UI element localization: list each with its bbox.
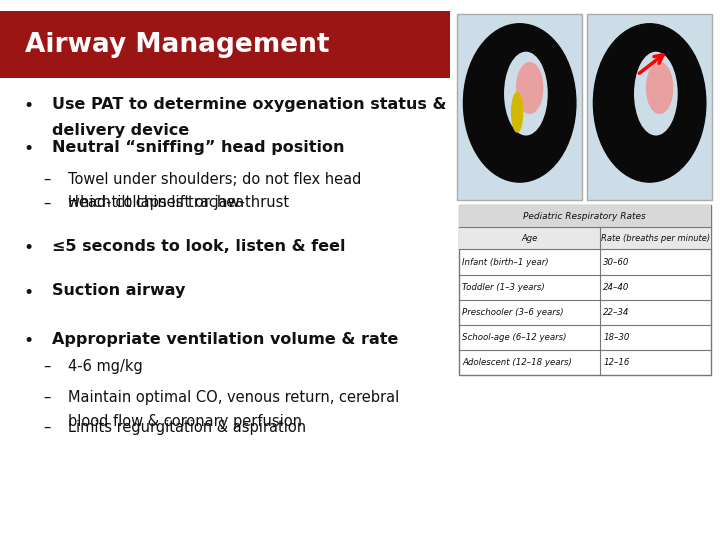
Text: Pediatric Respiratory Rates: Pediatric Respiratory Rates [523,212,646,221]
Text: Appropriate ventilation volume & rate: Appropriate ventilation volume & rate [52,332,398,347]
Text: •: • [23,97,33,115]
Text: –: – [43,172,50,187]
Text: –: – [43,390,50,405]
Text: Suction airway: Suction airway [52,284,185,299]
Text: •: • [23,239,33,256]
Text: Infant (birth–1 year): Infant (birth–1 year) [462,258,549,267]
Text: Age: Age [521,234,537,243]
FancyBboxPatch shape [459,205,711,375]
Ellipse shape [634,52,678,136]
Text: School-age (6–12 years): School-age (6–12 years) [462,333,567,342]
Text: Preschooler (3–6 years): Preschooler (3–6 years) [462,308,564,317]
Text: Toddler (1–3 years): Toddler (1–3 years) [462,282,545,292]
Text: Maintain optimal CO, venous return, cerebral: Maintain optimal CO, venous return, cere… [68,390,400,405]
FancyBboxPatch shape [457,14,582,200]
Text: •: • [23,332,33,350]
Text: –: – [43,359,50,374]
Text: which collapses trachea: which collapses trachea [68,195,245,211]
Text: Rate (breaths per minute): Rate (breaths per minute) [600,234,710,243]
Text: –: – [43,420,50,435]
Ellipse shape [511,92,523,133]
Text: 18–30: 18–30 [603,333,630,342]
Text: Use PAT to determine oxygenation status &: Use PAT to determine oxygenation status … [52,97,446,112]
FancyBboxPatch shape [459,205,711,227]
FancyBboxPatch shape [0,11,450,78]
Text: delivery device: delivery device [52,123,189,138]
Text: Towel under shoulders; do not flex head: Towel under shoulders; do not flex head [68,172,361,187]
Text: –: – [43,195,50,211]
Text: Airway Management: Airway Management [25,31,330,58]
Text: 24–40: 24–40 [603,282,630,292]
Ellipse shape [646,62,673,114]
Text: 4-6 mg/kg: 4-6 mg/kg [68,359,143,374]
Text: 22–34: 22–34 [603,308,630,317]
Text: Limits regurgitation & aspiration: Limits regurgitation & aspiration [68,420,307,435]
Text: 30–60: 30–60 [603,258,630,267]
Text: blood flow & coronary perfusion: blood flow & coronary perfusion [68,414,302,429]
FancyBboxPatch shape [459,227,711,249]
Ellipse shape [504,52,548,136]
Text: Adolescent (12–18 years): Adolescent (12–18 years) [462,358,572,367]
Ellipse shape [464,24,576,182]
Text: •: • [23,284,33,301]
Ellipse shape [516,62,544,114]
Text: ≤5 seconds to look, listen & feel: ≤5 seconds to look, listen & feel [52,239,346,254]
Text: 12–16: 12–16 [603,358,630,367]
Ellipse shape [593,24,706,182]
FancyBboxPatch shape [588,14,712,200]
Text: Head-tilt chin lift or jaw-thrust: Head-tilt chin lift or jaw-thrust [68,195,289,211]
Text: Neutral “sniffing” head position: Neutral “sniffing” head position [52,140,344,156]
Text: •: • [23,140,33,158]
